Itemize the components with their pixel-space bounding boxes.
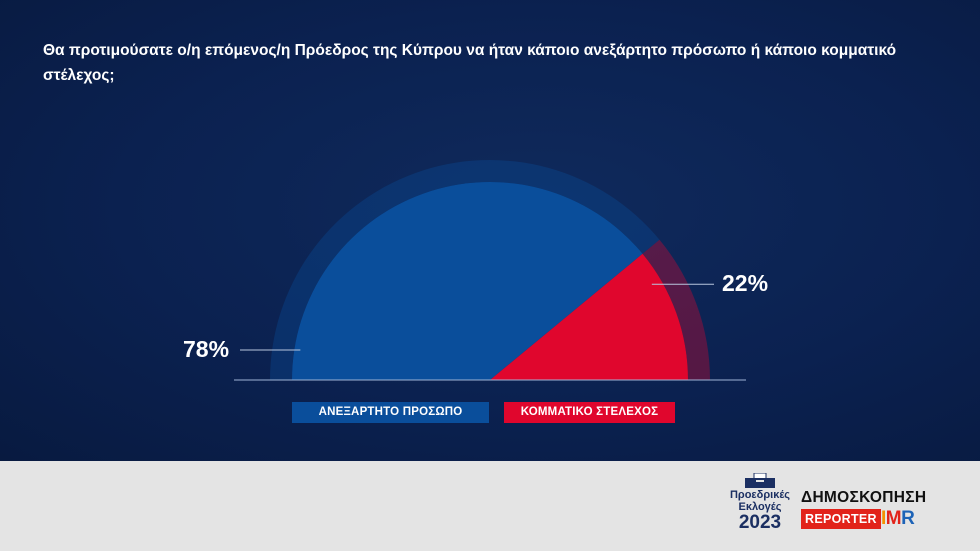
half-pie-chart — [234, 159, 746, 381]
value-label-independent: 78% — [183, 335, 230, 362]
footer-bar: Προεδρικές Εκλογές 2023 ΔΗΜΟΣΚΟΠΗΣΗ REPO… — [0, 461, 980, 551]
halo-party — [642, 239, 710, 380]
election-logo-line1: Προεδρικές — [729, 489, 791, 501]
reporter-logo: REPORTER — [801, 509, 881, 529]
imr-logo: IMR — [881, 508, 915, 529]
ballot-box-icon — [742, 472, 778, 488]
election-logo-year: 2023 — [738, 512, 782, 533]
value-label-party: 22% — [722, 270, 769, 297]
election-logo: Προεδρικές Εκλογές 2023 — [728, 472, 792, 545]
poll-logo: ΔΗΜΟΣΚΟΠΗΣΗ REPORTER IMR — [801, 489, 941, 531]
legend-item-independent: ΑΝΕΞΑΡΤΗΤΟ ΠΡΟΣΩΠΟ — [292, 402, 489, 423]
poll-slide: Θα προτιμούσατε ο/η επόμενος/η Πρόεδρος … — [0, 0, 980, 461]
question-title: Θα προτιμούσατε ο/η επόμενος/η Πρόεδρος … — [43, 42, 897, 84]
poll-logo-title: ΔΗΜΟΣΚΟΠΗΣΗ — [801, 489, 927, 506]
election-logo-line2: Εκλογές — [738, 501, 782, 513]
imr-logo-text: IMR — [881, 508, 915, 529]
legend-item-party: ΚΟΜΜΑΤΙΚΟ ΣΤΕΛΕΧΟΣ — [504, 402, 675, 423]
slice-independent — [292, 182, 643, 380]
halo-independent — [270, 159, 660, 380]
slice-party — [490, 253, 688, 380]
